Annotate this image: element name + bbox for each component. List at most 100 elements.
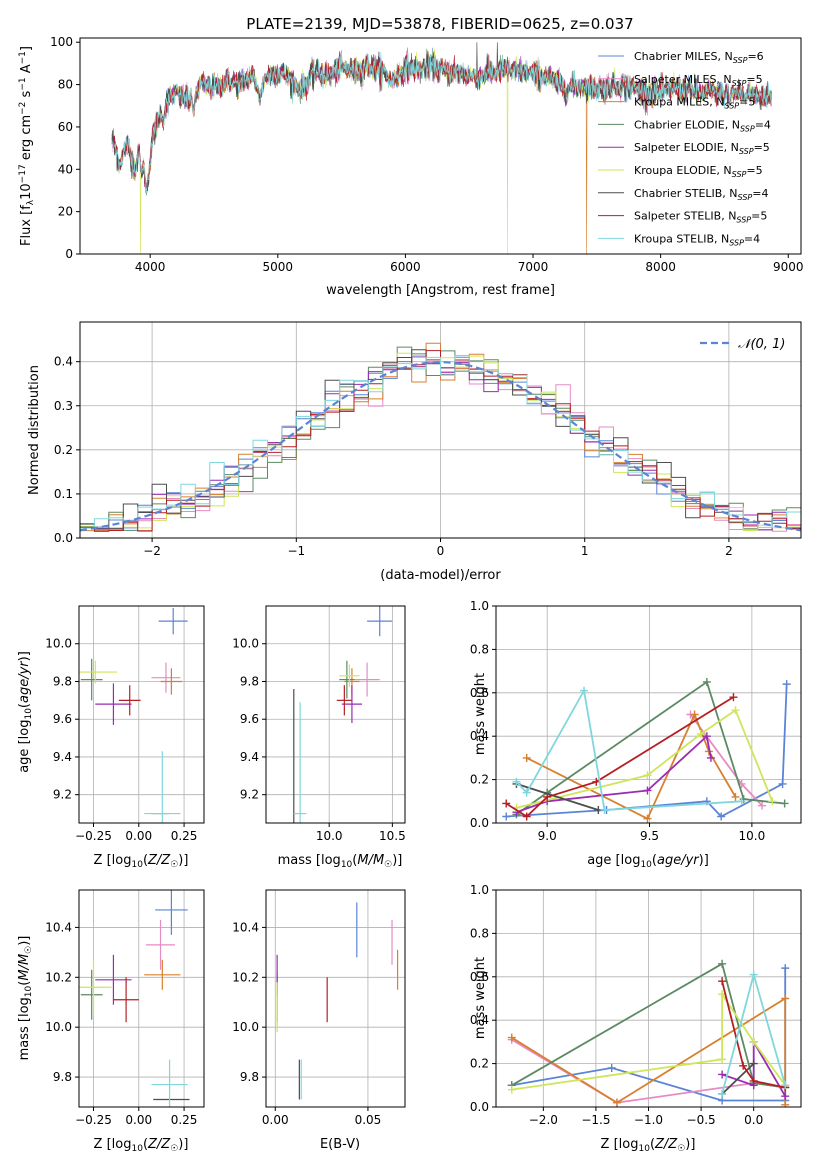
legend: Chabrier MILES, NSSP=6 Salpeter MILES, NS… [598, 50, 771, 247]
errorbar-point-1 [155, 890, 188, 935]
errorbar-point-9 [144, 751, 181, 823]
x-tick-label: −2 [143, 544, 161, 558]
weight-marker [749, 970, 758, 979]
y-axis-label: age [log10(age/yr)] [17, 651, 34, 773]
weight-marker [782, 680, 791, 689]
weight-marker [737, 797, 746, 806]
x-tick-label: 9000 [773, 260, 804, 274]
weight-marker [739, 1061, 748, 1070]
y-tick-label: 0.8 [470, 642, 489, 656]
plot-layer: 4000 5000 6000 7000 8000 9000020406080100wave… [17, 35, 804, 1154]
errorbar-point-5 [95, 683, 132, 725]
weight-marker [507, 1033, 516, 1042]
y-tick-label: 0.2 [470, 1057, 489, 1071]
plot-area [293, 606, 393, 823]
x-tick-label: 0.00 [125, 1113, 152, 1127]
errorbar-point-5 [341, 685, 363, 723]
x-tick-label: −1 [287, 544, 305, 558]
y-tick-label: 0.4 [470, 1013, 489, 1027]
y-tick-label: 0.4 [470, 729, 489, 743]
y-tick-label: 0.2 [54, 443, 73, 457]
x-tick-label: 0 [437, 544, 445, 558]
weight-marker [696, 730, 705, 739]
axes-frame [78, 889, 205, 1108]
weight-marker [781, 1100, 790, 1107]
x-tick-label: −0.25 [75, 1113, 112, 1127]
weight-marker [718, 1055, 727, 1064]
weight-marker [781, 994, 790, 1003]
axes-frame [78, 605, 205, 824]
y-tick-label: 1.0 [470, 883, 489, 897]
x-tick-label: 0.00 [125, 829, 152, 843]
x-tick-label: −1.0 [634, 1113, 663, 1127]
y-axis-label: mass weight [473, 957, 488, 1039]
weight-marker [643, 786, 652, 795]
y-tick-label: 0.0 [54, 531, 73, 545]
axes-age_vs_Z: −0.25 0.00 0.25 9.2 9.4 9.6 9.8 10.0 Z [log10(Z/… [17, 605, 205, 870]
plot-area [80, 342, 801, 538]
x-tick-label: −1.5 [581, 1113, 610, 1127]
weight-marker [522, 753, 531, 762]
x-axis-label: wavelength [Angstrom, rest frame] [326, 283, 555, 298]
axes-mass_vs_Z: −0.25 0.00 0.25 9.8 10.0 10.2 10.4 Z [log10(Z/Z… [17, 889, 205, 1154]
x-tick-label: −2.0 [529, 1113, 558, 1127]
weight-marker [768, 797, 777, 806]
y-tick-label: 9.6 [240, 712, 259, 726]
y-tick-label: 0.8 [470, 926, 489, 940]
y-tick-label: 80 [58, 78, 73, 92]
y-axis-label: mass weight [473, 673, 488, 755]
errorbar-point-8 [113, 977, 139, 1023]
errorbar-point-6 [339, 664, 360, 688]
y-tick-label: 10.4 [232, 920, 259, 934]
y-tick-label: 10.0 [45, 637, 72, 651]
x-axis-label: Z [log10(Z/Z☉)] [94, 853, 189, 870]
legend-label: Chabrier STELIB, NSSP=4 [634, 187, 768, 202]
x-tick-label: 10.0 [739, 829, 766, 843]
plot-area [79, 607, 188, 823]
x-axis-label: E(B-V) [320, 1137, 360, 1152]
errorbar-point-2 [151, 662, 181, 693]
x-tick-label: 0.05 [355, 1113, 382, 1127]
weight-line-3 [511, 996, 787, 1105]
histogram-9 [80, 355, 801, 538]
x-axis-label: mass [log10(M/M☉)] [278, 853, 403, 870]
x-tick-label: 0.00 [262, 1113, 289, 1127]
y-axis-label: Normed distribution [27, 365, 42, 495]
weight-marker [780, 799, 789, 808]
y-tick-label: 9.4 [53, 750, 72, 764]
weight-marker [600, 805, 609, 814]
errorbar-point-2 [354, 662, 380, 697]
plot-area [502, 677, 791, 823]
weight-marker [607, 1063, 616, 1072]
legend-label: Chabrier ELODIE, NSSP=4 [634, 118, 771, 133]
weight-marker [612, 1098, 621, 1107]
axes-frame [495, 605, 802, 824]
y-tick-label: 9.8 [240, 674, 259, 688]
y-tick-label: 0 [65, 247, 73, 261]
weight-marker [749, 1059, 758, 1068]
x-tick-label: 4000 [135, 260, 166, 274]
y-tick-label: 0.0 [470, 1100, 489, 1114]
x-tick-label: 1 [581, 544, 589, 558]
weight-marker [706, 753, 715, 762]
errorbar-point-2 [146, 919, 176, 970]
y-tick-label: 0.0 [470, 816, 489, 830]
weight-marker [543, 792, 552, 801]
axes-frame [79, 321, 802, 539]
errorbar-point-9 [151, 1059, 188, 1107]
weight-marker [643, 814, 652, 823]
legend-label: Salpeter MILES, NSSP=5 [634, 73, 763, 88]
axes-frame [265, 889, 406, 1108]
errorbar-point-3 [160, 668, 183, 695]
y-tick-label: 9.8 [53, 1070, 72, 1084]
x-tick-label: 0.25 [171, 829, 198, 843]
errorbar-point-8 [118, 685, 141, 716]
legend-label: Salpeter STELIB, NSSP=5 [634, 210, 767, 225]
x-tick-label: 0.0 [744, 1113, 763, 1127]
weight-marker [718, 1089, 727, 1098]
weight-marker [749, 1076, 758, 1085]
axes-frame [265, 605, 406, 824]
y-tick-label: 9.2 [240, 788, 259, 802]
weight-line-8 [721, 980, 786, 1089]
